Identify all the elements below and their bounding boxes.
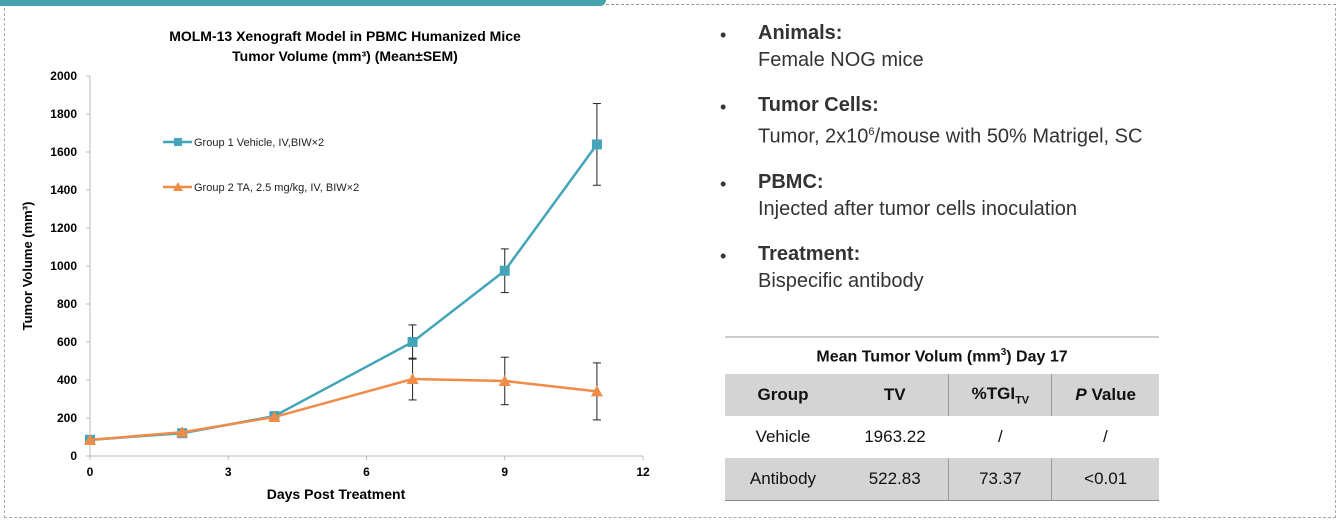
y-tick-label: 1400 — [50, 183, 77, 197]
bullet-icon: • — [720, 245, 727, 266]
x-tick-label: 0 — [87, 465, 94, 479]
data-point — [498, 374, 511, 386]
bullet-icon: • — [720, 97, 727, 117]
data-point — [591, 139, 602, 150]
cell-tgi: / — [998, 427, 1003, 447]
legend-label: Group 2 TA, 2.5 mg/kg, IV, BIW×2 — [194, 182, 359, 194]
bullet-heading: Treatment: — [758, 242, 861, 265]
chart-subtitle: Tumor Volume (mm³) (Mean±SEM) — [232, 48, 458, 64]
cell-tv: 522.83 — [868, 469, 921, 489]
table-row: Antibody 522.83 73.37 <0.01 — [725, 458, 1159, 501]
legend-marker — [174, 138, 182, 146]
y-tick-label: 0 — [70, 449, 77, 463]
results-table: Mean Tumor Volum (mm3) Day 17 Group TV %… — [725, 336, 1159, 501]
data-point — [406, 373, 419, 385]
x-tick-label: 9 — [501, 465, 508, 479]
cell-group: Vehicle — [755, 427, 811, 447]
table-row: Vehicle 1963.22 / / — [725, 416, 1159, 458]
bullet-heading: Animals: — [758, 22, 843, 44]
bullet-text: Female NOG mice — [758, 49, 924, 71]
cell-tv: 1963.22 — [864, 427, 926, 447]
table-caption: Mean Tumor Volum (mm3) Day 17 — [725, 336, 1159, 374]
data-point — [407, 337, 418, 347]
tumor-volume-chart: MOLM-13 Xenograft Model in PBMC Humanize… — [20, 28, 650, 502]
y-tick-label: 1200 — [50, 221, 77, 235]
x-axis-label: Days Post Treatment — [267, 486, 406, 502]
y-tick-label: 1000 — [50, 259, 77, 273]
header-group: Group — [757, 385, 809, 405]
bullet-text: Tumor, 2x106/mouse with 50% Matrigel, SC — [758, 125, 1143, 148]
chart-title: MOLM-13 Xenograft Model in PBMC Humanize… — [169, 28, 521, 44]
bullet-treatment: • Treatment: Bispecific antibody — [720, 241, 1280, 295]
bullet-tumor-cells: • Tumor Cells: Tumor, 2x106/mouse with 50%… — [720, 92, 1280, 151]
bullet-pbmc: • PBMC: Injected after tumor cells inocula… — [720, 169, 1280, 223]
bullet-text: Injected after tumor cells inoculation — [758, 197, 1078, 220]
divider — [606, 4, 1336, 5]
content-frame — [4, 8, 1336, 518]
bullet-heading: Tumor Cells: — [758, 94, 879, 116]
cell-tgi: 73.37 — [948, 458, 1053, 501]
cell-group: Antibody — [749, 469, 817, 489]
bullet-animals: • Animals: Female NOG mice — [720, 20, 1280, 74]
bullet-text: Bispecific antibody — [758, 269, 924, 292]
study-details: • Animals: Female NOG mice • Tumor Cells: Tu… — [720, 20, 1280, 313]
bullet-icon: • — [720, 173, 727, 194]
x-tick-label: 12 — [636, 465, 650, 479]
data-point — [590, 385, 603, 397]
data-point — [268, 411, 281, 423]
table-header-row: Group TV %TGITV P Value — [725, 374, 1159, 417]
legend-marker — [173, 182, 183, 191]
y-tick-label: 1600 — [50, 145, 77, 159]
bullet-heading: PBMC: — [758, 170, 824, 193]
data-point — [84, 433, 96, 445]
y-tick-label: 800 — [57, 297, 77, 311]
cell-p: <0.01 — [1084, 469, 1128, 489]
cell-p: / — [1103, 427, 1108, 447]
data-point — [176, 426, 189, 438]
data-point — [499, 265, 510, 276]
bullet-icon: • — [720, 25, 727, 45]
y-tick-label: 200 — [57, 411, 77, 425]
header-tgi: %TGITV — [948, 374, 1053, 417]
y-tick-label: 600 — [57, 335, 77, 349]
x-tick-label: 6 — [363, 465, 370, 479]
y-tick-label: 400 — [57, 373, 77, 387]
y-tick-label: 1800 — [50, 107, 77, 121]
legend-label: Group 1 Vehicle, IV,BIW×2 — [194, 137, 324, 149]
x-tick-label: 3 — [225, 465, 232, 479]
y-axis-label: Tumor Volume (mm³) — [20, 202, 35, 331]
y-tick-label: 2000 — [50, 69, 77, 83]
header-accent-bar — [0, 0, 606, 6]
header-p-value: P Value — [1075, 385, 1136, 405]
header-tv: TV — [883, 385, 906, 405]
series-line — [89, 377, 598, 442]
